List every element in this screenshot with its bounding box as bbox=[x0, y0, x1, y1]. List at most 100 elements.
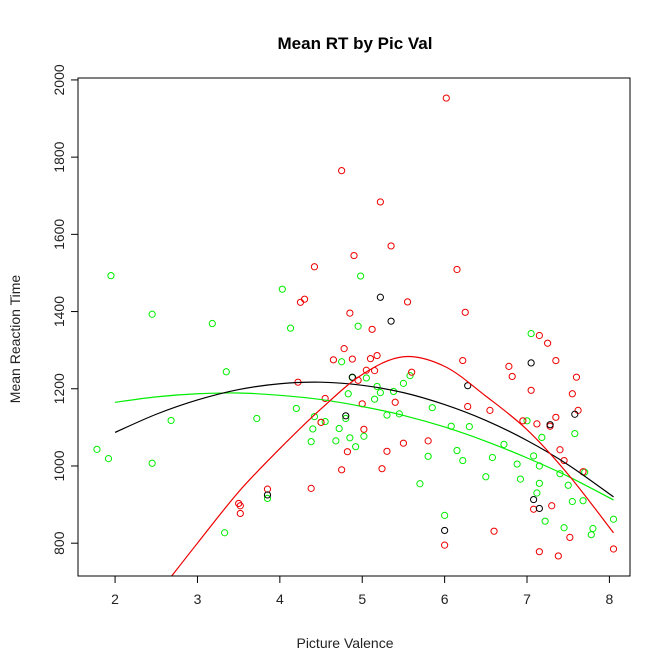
data-point-green bbox=[571, 429, 579, 438]
fit-curve-green bbox=[114, 392, 614, 501]
data-point-red bbox=[368, 325, 376, 333]
data-point-red bbox=[236, 502, 244, 510]
data-point-green bbox=[346, 434, 354, 442]
data-point-green bbox=[253, 414, 261, 423]
data-point-red bbox=[552, 413, 560, 421]
data-point-green bbox=[278, 285, 286, 293]
data-point-green bbox=[587, 531, 595, 539]
x-axis-label: Picture Valence bbox=[296, 635, 393, 651]
data-point-green bbox=[399, 379, 408, 387]
data-point-green bbox=[107, 272, 115, 280]
data-point-green bbox=[93, 445, 101, 453]
data-point-red bbox=[329, 356, 338, 364]
data-point-green bbox=[342, 414, 350, 423]
x-tick-label: 7 bbox=[523, 591, 531, 607]
data-point-black bbox=[546, 421, 554, 429]
data-point-red bbox=[343, 448, 352, 456]
data-point-green bbox=[579, 497, 587, 505]
data-point-red bbox=[527, 386, 535, 394]
data-point-green bbox=[560, 524, 568, 532]
data-point-red bbox=[461, 308, 469, 316]
data-point-green bbox=[354, 322, 362, 330]
data-point-green bbox=[541, 517, 549, 525]
data-point-green bbox=[428, 404, 436, 412]
series-green bbox=[93, 272, 618, 539]
data-point-green bbox=[533, 489, 541, 497]
data-point-red bbox=[373, 351, 381, 360]
x-tick-label: 8 bbox=[606, 591, 614, 607]
data-point-green bbox=[609, 515, 618, 523]
data-point-green bbox=[167, 416, 175, 425]
data-point-green bbox=[352, 443, 360, 451]
series-black bbox=[263, 293, 579, 535]
x-tick-label: 6 bbox=[441, 591, 449, 607]
data-point-green bbox=[513, 460, 521, 468]
data-point-red bbox=[387, 242, 395, 250]
data-point-red bbox=[310, 263, 319, 271]
data-point-red bbox=[424, 437, 432, 445]
data-point-red bbox=[566, 533, 574, 541]
data-point-black bbox=[527, 359, 535, 367]
data-point-green bbox=[424, 452, 432, 460]
y-tick-label: 2000 bbox=[51, 64, 67, 95]
data-point-green bbox=[527, 329, 535, 338]
data-point-green bbox=[310, 412, 319, 421]
data-point-green bbox=[309, 425, 317, 433]
data-point-green bbox=[406, 372, 414, 380]
data-point-black bbox=[441, 526, 449, 535]
data-point-black bbox=[387, 317, 395, 325]
data-point-green bbox=[338, 358, 346, 366]
data-point-green bbox=[335, 424, 343, 433]
data-point-red bbox=[459, 356, 467, 365]
data-point-green bbox=[538, 433, 546, 442]
data-point-green bbox=[104, 455, 113, 463]
data-point-black bbox=[263, 491, 272, 499]
data-point-red bbox=[572, 373, 581, 381]
data-point-red bbox=[348, 355, 356, 363]
data-point-green bbox=[222, 368, 230, 376]
fit-curve-red bbox=[170, 355, 614, 576]
data-point-red bbox=[505, 362, 513, 370]
data-point-black bbox=[348, 373, 356, 381]
data-point-red bbox=[317, 418, 325, 426]
data-point-red bbox=[300, 295, 309, 303]
y-tick-label: 1800 bbox=[51, 141, 67, 172]
data-point-green bbox=[148, 459, 156, 467]
data-point-red bbox=[346, 309, 354, 317]
chart-title: Mean RT by Pic Val bbox=[278, 34, 433, 53]
data-point-green bbox=[441, 511, 449, 519]
data-point-red bbox=[544, 339, 552, 347]
data-point-red bbox=[321, 394, 329, 403]
data-point-red bbox=[535, 548, 543, 556]
y-tick-label: 1400 bbox=[51, 296, 67, 327]
y-tick-label: 1600 bbox=[51, 219, 67, 250]
data-point-green bbox=[564, 481, 572, 489]
data-point-red bbox=[350, 251, 358, 260]
data-point-red bbox=[548, 502, 556, 510]
data-point-green bbox=[208, 319, 216, 328]
data-point-red bbox=[535, 331, 543, 340]
data-point-green bbox=[523, 417, 531, 425]
data-point-black bbox=[342, 412, 350, 420]
data-point-green bbox=[568, 497, 576, 506]
data-point-red bbox=[609, 545, 618, 553]
data-point-red bbox=[490, 527, 498, 535]
data-point-green bbox=[516, 475, 525, 483]
data-point-red bbox=[556, 446, 564, 454]
data-point-red bbox=[236, 509, 244, 518]
data-point-black bbox=[535, 504, 543, 513]
data-point-red bbox=[399, 439, 408, 447]
data-point-black bbox=[376, 293, 384, 301]
data-point-red bbox=[486, 406, 494, 414]
data-point-green bbox=[263, 494, 272, 503]
plot-region bbox=[93, 94, 618, 576]
data-point-green bbox=[148, 310, 156, 318]
data-point-red bbox=[403, 298, 412, 306]
y-tick-label: 800 bbox=[51, 531, 67, 555]
data-point-green bbox=[292, 404, 300, 413]
x-tick-label: 2 bbox=[111, 591, 119, 607]
data-point-black bbox=[530, 495, 538, 504]
data-point-red bbox=[376, 198, 384, 206]
data-point-green bbox=[459, 456, 467, 465]
